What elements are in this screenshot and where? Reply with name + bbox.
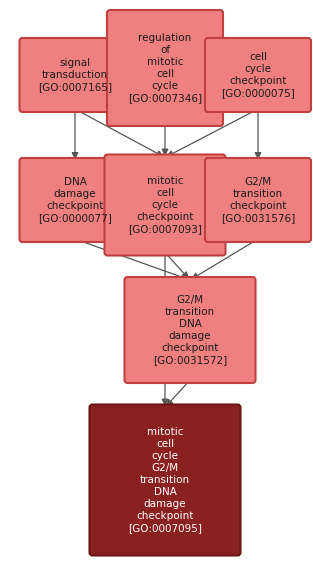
Text: DNA
damage
checkpoint
[GO:0000077]: DNA damage checkpoint [GO:0000077] — [38, 177, 112, 223]
FancyBboxPatch shape — [205, 38, 311, 112]
FancyBboxPatch shape — [125, 277, 255, 383]
Text: G2/M
transition
checkpoint
[GO:0031576]: G2/M transition checkpoint [GO:0031576] — [221, 177, 295, 223]
Text: regulation
of
mitotic
cell
cycle
[GO:0007346]: regulation of mitotic cell cycle [GO:000… — [128, 33, 202, 103]
FancyBboxPatch shape — [105, 154, 225, 255]
Text: mitotic
cell
cycle
checkpoint
[GO:0007093]: mitotic cell cycle checkpoint [GO:000709… — [128, 176, 202, 234]
Text: cell
cycle
checkpoint
[GO:0000075]: cell cycle checkpoint [GO:0000075] — [221, 52, 295, 98]
FancyBboxPatch shape — [19, 158, 131, 242]
Text: mitotic
cell
cycle
G2/M
transition
DNA
damage
checkpoint
[GO:0007095]: mitotic cell cycle G2/M transition DNA d… — [128, 427, 202, 533]
FancyBboxPatch shape — [90, 404, 240, 555]
FancyBboxPatch shape — [19, 38, 131, 112]
FancyBboxPatch shape — [107, 10, 223, 126]
Text: G2/M
transition
DNA
damage
checkpoint
[GO:0031572]: G2/M transition DNA damage checkpoint [G… — [153, 295, 227, 365]
Text: signal
transduction
[GO:0007165]: signal transduction [GO:0007165] — [38, 58, 112, 92]
FancyBboxPatch shape — [205, 158, 311, 242]
